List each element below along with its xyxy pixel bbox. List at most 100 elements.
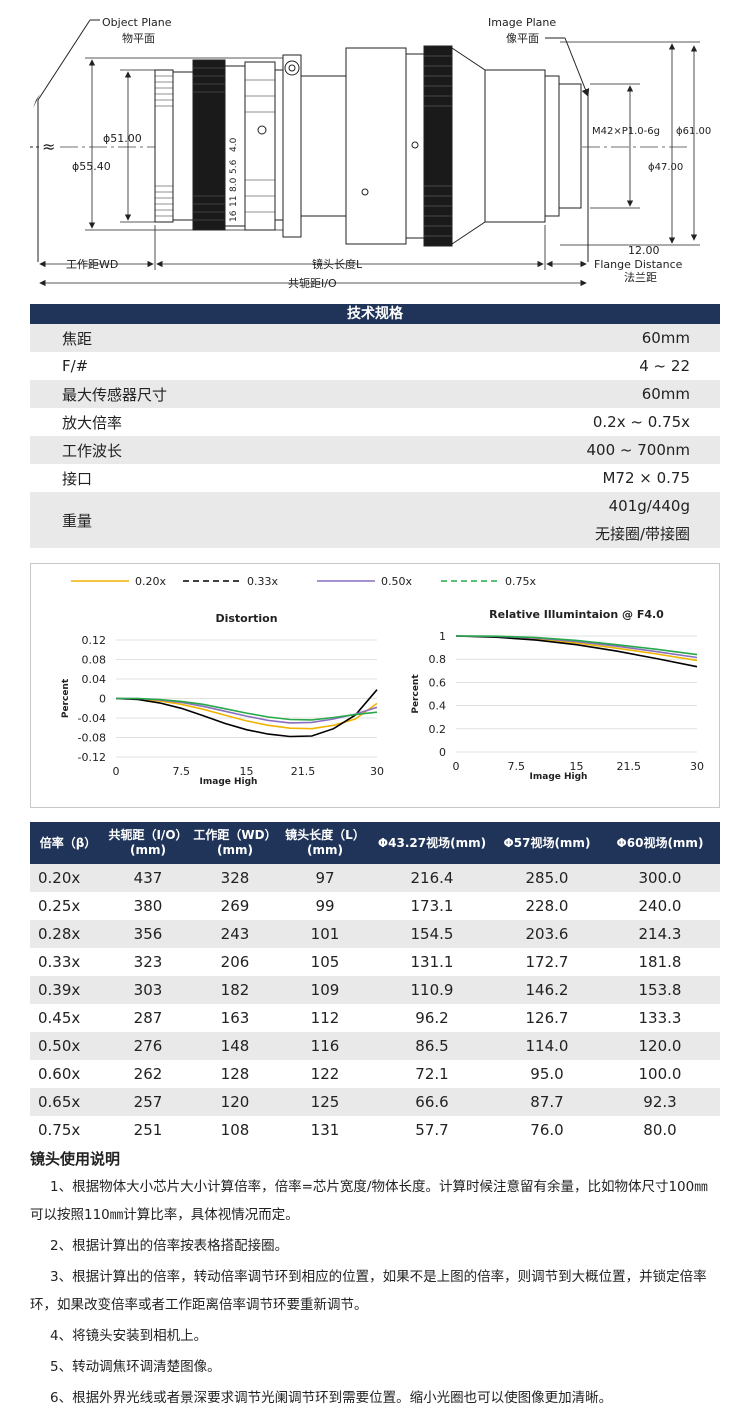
table-row: 0.75x 251 108 131 57.7 76.0 80.0 [30,1116,720,1144]
io-label: 共轭距I/O [288,276,337,290]
header-line: Φ43.27视场(mm) [377,835,487,850]
header-unit: (mm) [307,843,343,857]
table-cell: 0.75x [38,1121,81,1139]
charts-panel: 0.20x 0.33x 0.50x 0.75x Distortion 0.12 0.08 0.… [30,563,720,808]
object-plane-en: Object Plane [102,16,172,29]
table-cell: 0.28x [30,920,106,948]
y-tick-label: 0.4 [429,700,447,713]
table-cell: 328 [190,864,280,892]
table-cell: 128 [220,1065,250,1083]
spec-value: 0.2x ~ 0.75x [592,413,690,431]
series-line-0.33x [115,689,378,738]
spec-value: 60mm [641,329,690,347]
table-row: 0.28x 356 243 101 154.5 203.6 214.3 [30,920,720,948]
object-plane-leader [37,19,91,101]
header-line: Φ57视场(mm) [503,835,591,850]
table-header-cell: 工作距（WD） (mm) [190,822,280,864]
usage-item: 4、将镜头安装到相机上。 [50,1328,208,1344]
table-row: 0.65x 257 120 125 66.6 87.7 92.3 [30,1088,720,1116]
spec-value: 401g/440g 无接圈/带接圈 [595,497,690,544]
table-cell: 203.6 [494,920,600,948]
svg-text:11: 11 [229,196,239,207]
table-cell: 216.4 [370,864,494,892]
spec-row-focal: 焦距 60mm [30,324,720,352]
table-cell: 257 [106,1088,190,1116]
flange-value: 12.00 [628,244,660,257]
dim-thread: M42×P1.0-6g [592,126,660,137]
table-cell: 262 [133,1065,163,1083]
y-tick-label: 0.6 [429,676,447,689]
table-cell: 172.7 [525,953,569,971]
x-tick-label: 7.5 [508,760,526,773]
y-tick-label: -0.08 [78,732,106,745]
image-plane-cn: 像平面 [506,32,539,45]
header-line: 镜头长度（L） [285,828,365,842]
y-tick-label: 0.04 [82,673,107,686]
charts-svg: 0.20x 0.33x 0.50x 0.75x Distortion 0.12 0.08 0.… [61,575,704,787]
table-cell: 148 [190,1032,280,1060]
table-cell: 0.50x [30,1032,106,1060]
table-row: 0.20x 437 328 97 216.4 285.0 300.0 [30,864,720,892]
table-row: 0.50x 276 148 116 86.5 114.0 120.0 [30,1032,720,1060]
table-cell: 269 [220,897,250,915]
table-cell: 206 [220,953,250,971]
table-cell: 437 [106,864,190,892]
x-tick-label: 21.5 [291,765,316,778]
table-cell: 323 [133,953,163,971]
table-cell: 131.1 [410,953,454,971]
usage-item: 6、根据外界光线或者景深要求调节光阑调节环到需要位置。缩小光圈也可以使图像更加清… [50,1390,613,1406]
table-cell: 0.25x [38,897,81,915]
table-cell: 214.3 [600,920,720,948]
table-cell: 110.9 [370,976,494,1004]
spec-label: 放大倍率 [62,413,123,432]
svg-text:8.0: 8.0 [229,177,239,192]
table-header-cell: 共轭距（I/O） (mm) [106,822,190,864]
usage-item: 1、根据物体大小芯片大小计算倍率，倍率=芯片宽度/物体长度。计算时候注意留有余量… [30,1179,708,1223]
table-header-cell: Φ43.27视场(mm) [370,822,494,864]
spec-row-wavelength: 工作波长 400 ~ 700nm [30,436,720,464]
table-row: 0.25x 380 269 99 173.1 228.0 240.0 [30,892,720,920]
table-cell: 120 [190,1088,280,1116]
table-row: 0.60x 262 128 122 72.1 95.0 100.0 [30,1060,720,1088]
usage-item: 3、根据计算出的倍率，转动倍率调节环到相应的位置，如果不是上图的倍率，则调节到大… [30,1269,707,1313]
x-tick-label: 30 [370,765,384,778]
legend-label: 0.50x [381,575,412,588]
table-header-cell: 倍率（β） [30,822,106,864]
y-tick-label: 0.08 [82,654,107,667]
spec-row-fnumber: F/# 4 ~ 22 [30,352,720,380]
table-cell: 80.0 [643,1121,677,1139]
table-cell: 276 [106,1032,190,1060]
table-cell: 125 [280,1088,370,1116]
y-tick-label: 1 [439,630,446,643]
table-cell: 285.0 [494,864,600,892]
table-cell: 0.45x [38,1009,81,1027]
table-cell: 182 [190,976,280,1004]
spec-label: 最大传感器尺寸 [62,385,168,404]
y-tick-label: 0 [99,693,106,706]
table-cell: 0.33x [38,953,81,971]
table-cell: 114.0 [494,1032,600,1060]
table-cell: 287 [133,1009,163,1027]
table-cell: 116 [280,1032,370,1060]
table-cell: 356 [106,920,190,948]
x-tick-label: 30 [690,760,704,773]
table-cell: 251 [133,1121,163,1139]
x-tick-label: 15 [240,765,254,778]
spec-value: 4 ~ 22 [639,357,690,375]
table-cell: 99 [315,897,335,915]
table-cell: 153.8 [600,976,720,1004]
spec-value: 400 ~ 700nm [586,441,690,459]
spec-label: 重量 [62,511,93,530]
chart-title: Relative Illumintaion @ F4.0 [489,608,664,621]
table-cell: 300.0 [600,864,720,892]
lens-body [154,45,582,247]
svg-text:5.6: 5.6 [229,159,239,174]
table-cell: 109 [280,976,370,1004]
table-cell: 131 [310,1121,340,1139]
table-cell: 0.39x [30,976,106,1004]
table-cell: 126.7 [525,1009,569,1027]
table-cell: 0.65x [30,1088,106,1116]
header-unit: (mm) [217,843,253,857]
table-row: 0.39x 303 182 109 110.9 146.2 153.8 [30,976,720,1004]
table-cell: 163 [220,1009,250,1027]
